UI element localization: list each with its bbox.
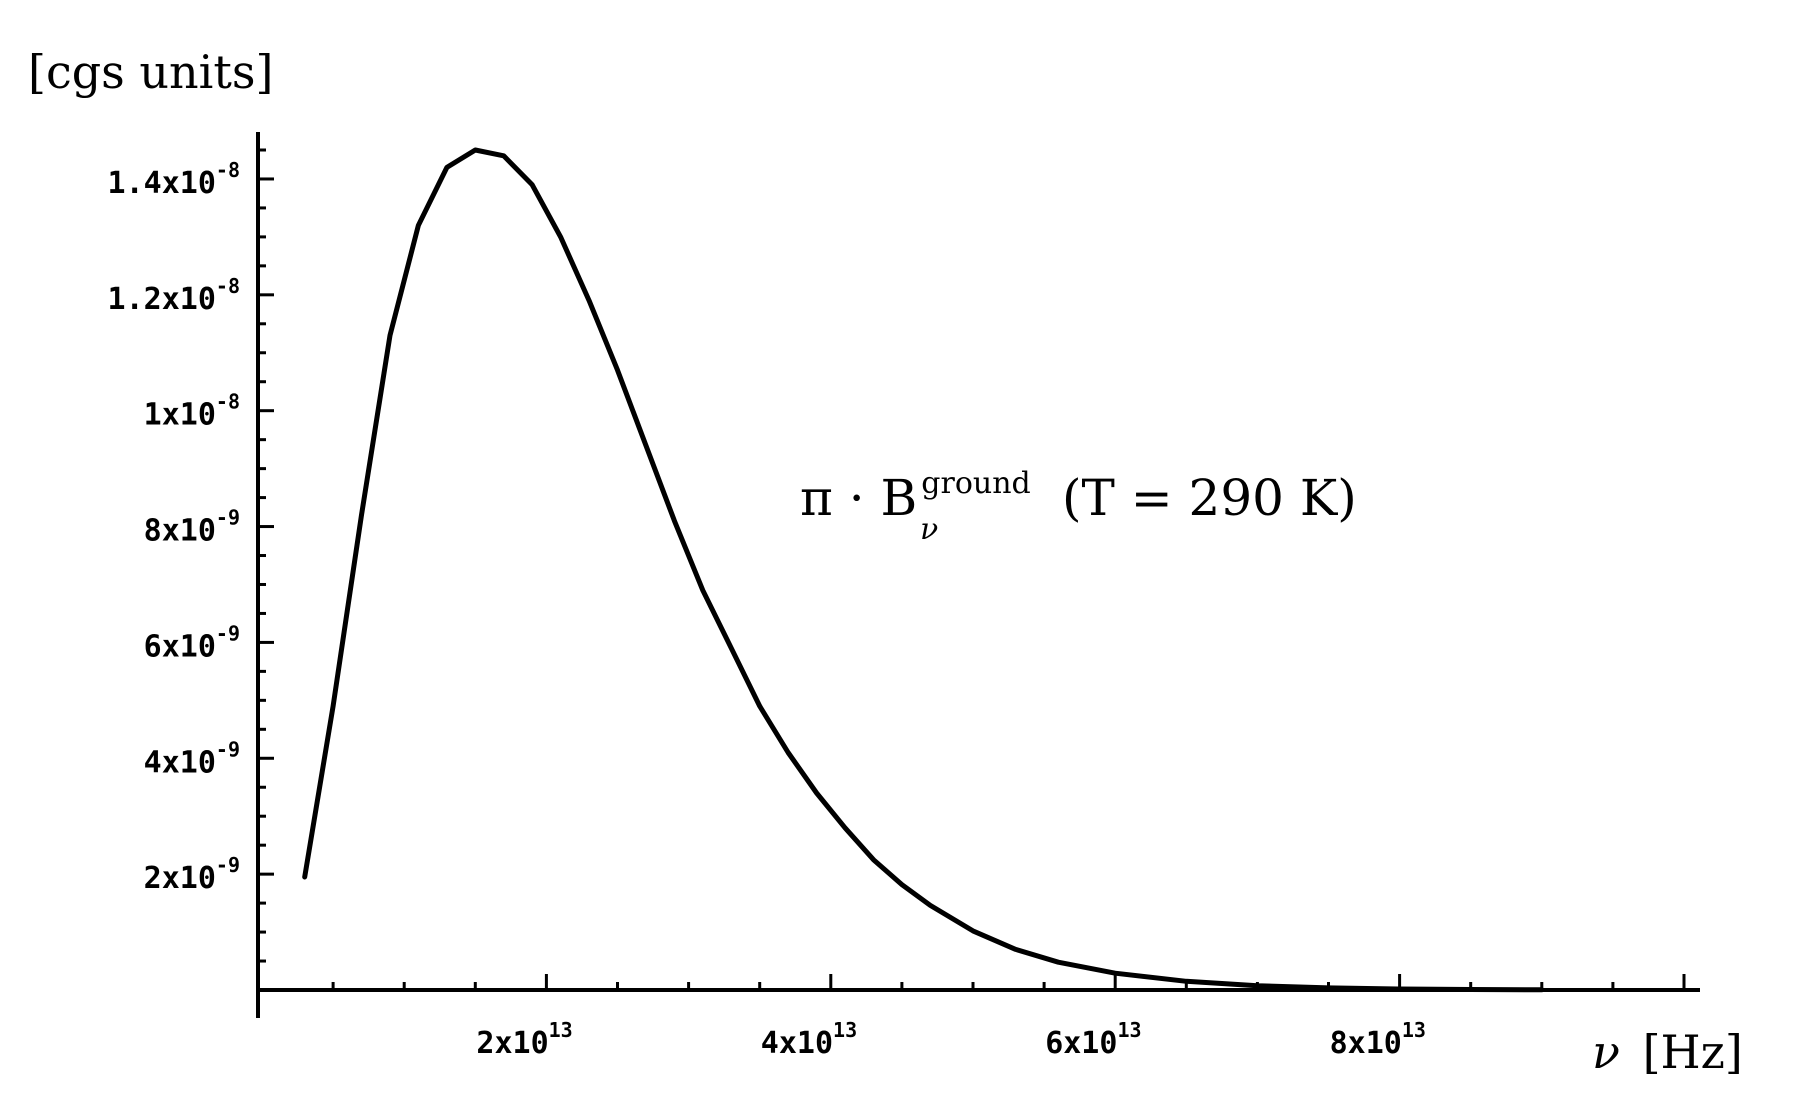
x-tick-exponent: 13 [1117,1018,1141,1042]
y-tick-label: 6x10-9 [144,621,240,664]
y-tick-mantissa: 4x10 [144,745,216,780]
y-tick-label: 4x10-9 [144,737,240,780]
y-axis-label: [cgs units] [28,45,273,99]
x-axis-label: ν [Hz] [1592,1025,1743,1079]
y-tick-label: 2x10-9 [144,853,240,896]
y-tick-mantissa: 1.4x10 [108,166,216,201]
x-tick-mantissa: 2x10 [476,1026,548,1061]
x-tick-label: 2x1013 [476,1018,572,1061]
x-tick-exponent: 13 [549,1018,573,1042]
x-tick-label: 4x1013 [761,1018,857,1061]
tick-labels: 2x1013 4x1013 6x1013 8x10132x10-94x10-96x10… [108,158,1426,1061]
y-tick-mantissa: 1.2x10 [108,282,216,317]
y-tick-exponent: -8 [216,390,240,414]
x-axis-symbol: ν [1592,1025,1620,1079]
y-tick-label: 8x10-9 [144,506,240,549]
x-tick-exponent: 13 [1402,1018,1426,1042]
annotation-superscript: ground [921,466,1030,501]
y-tick-exponent: -9 [216,853,240,877]
y-tick-mantissa: 1x10 [144,398,216,433]
x-tick-mantissa: 4x10 [761,1026,833,1061]
y-tick-label: 1.2x10-8 [108,274,240,317]
x-tick-label: 6x1013 [1045,1018,1141,1061]
series-line [302,147,1545,993]
y-tick-exponent: -9 [216,737,240,761]
x-tick-mantissa: 6x10 [1045,1026,1117,1061]
x-tick-mantissa: 8x10 [1330,1026,1402,1061]
y-tick-mantissa: 2x10 [144,861,216,896]
y-tick-exponent: -8 [216,158,240,182]
y-tick-exponent: -9 [216,506,240,530]
x-axis-unit: [Hz] [1643,1025,1743,1079]
axes [256,132,1700,1018]
x-tick-label: 8x1013 [1330,1018,1426,1061]
curve-annotation: π · B ground ν (T = 290 K) [800,466,1357,547]
annotation-subscript: ν [920,512,938,547]
y-tick-mantissa: 8x10 [144,514,216,549]
y-tick-mantissa: 6x10 [144,629,216,664]
y-tick-exponent: -9 [216,621,240,645]
y-tick-exponent: -8 [216,274,240,298]
y-tick-label: 1.4x10-8 [108,158,240,201]
x-tick-exponent: 13 [833,1018,857,1042]
annotation-suffix: (T = 290 K) [1062,469,1357,527]
tick-marks [258,148,1686,990]
y-tick-label: 1x10-8 [144,390,240,433]
annotation-prefix: π · B [800,469,917,527]
